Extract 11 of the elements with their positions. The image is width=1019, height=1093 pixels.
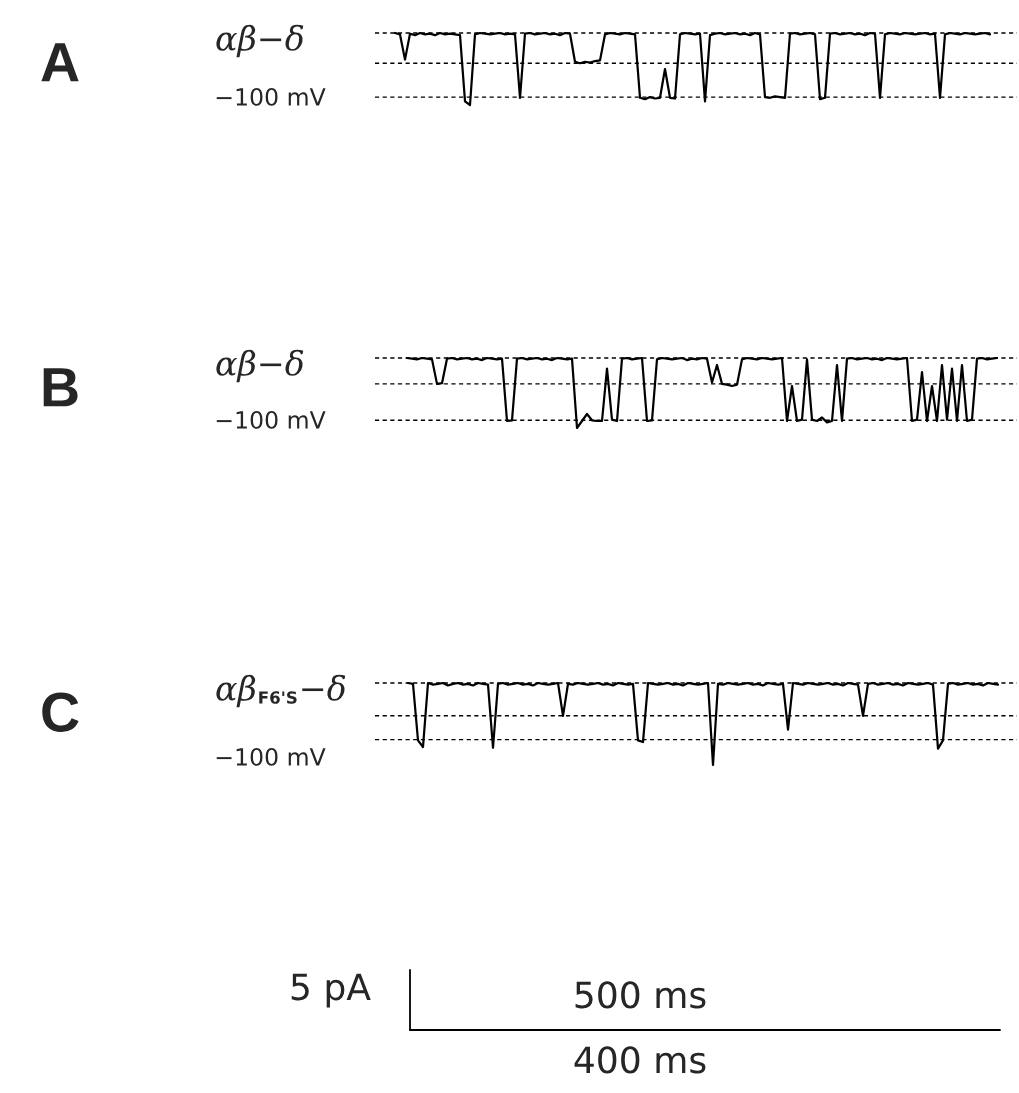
chart-title: C [42, 692, 79, 732]
chart-title: A [41, 43, 79, 82]
chart-subtitle: αβ−δ [216, 349, 304, 383]
text: 500 ms [575, 981, 706, 1009]
chart-subtitle: αβ−δ [216, 24, 304, 58]
text: 400 ms [574, 1046, 706, 1074]
text: 5 pA [291, 973, 371, 1008]
y-axis-title: −100 mV [216, 747, 326, 766]
y-axis-title: −100 mV [216, 87, 326, 106]
y-axis-title: −100 mV [216, 410, 326, 429]
chart-title: B [43, 368, 78, 407]
